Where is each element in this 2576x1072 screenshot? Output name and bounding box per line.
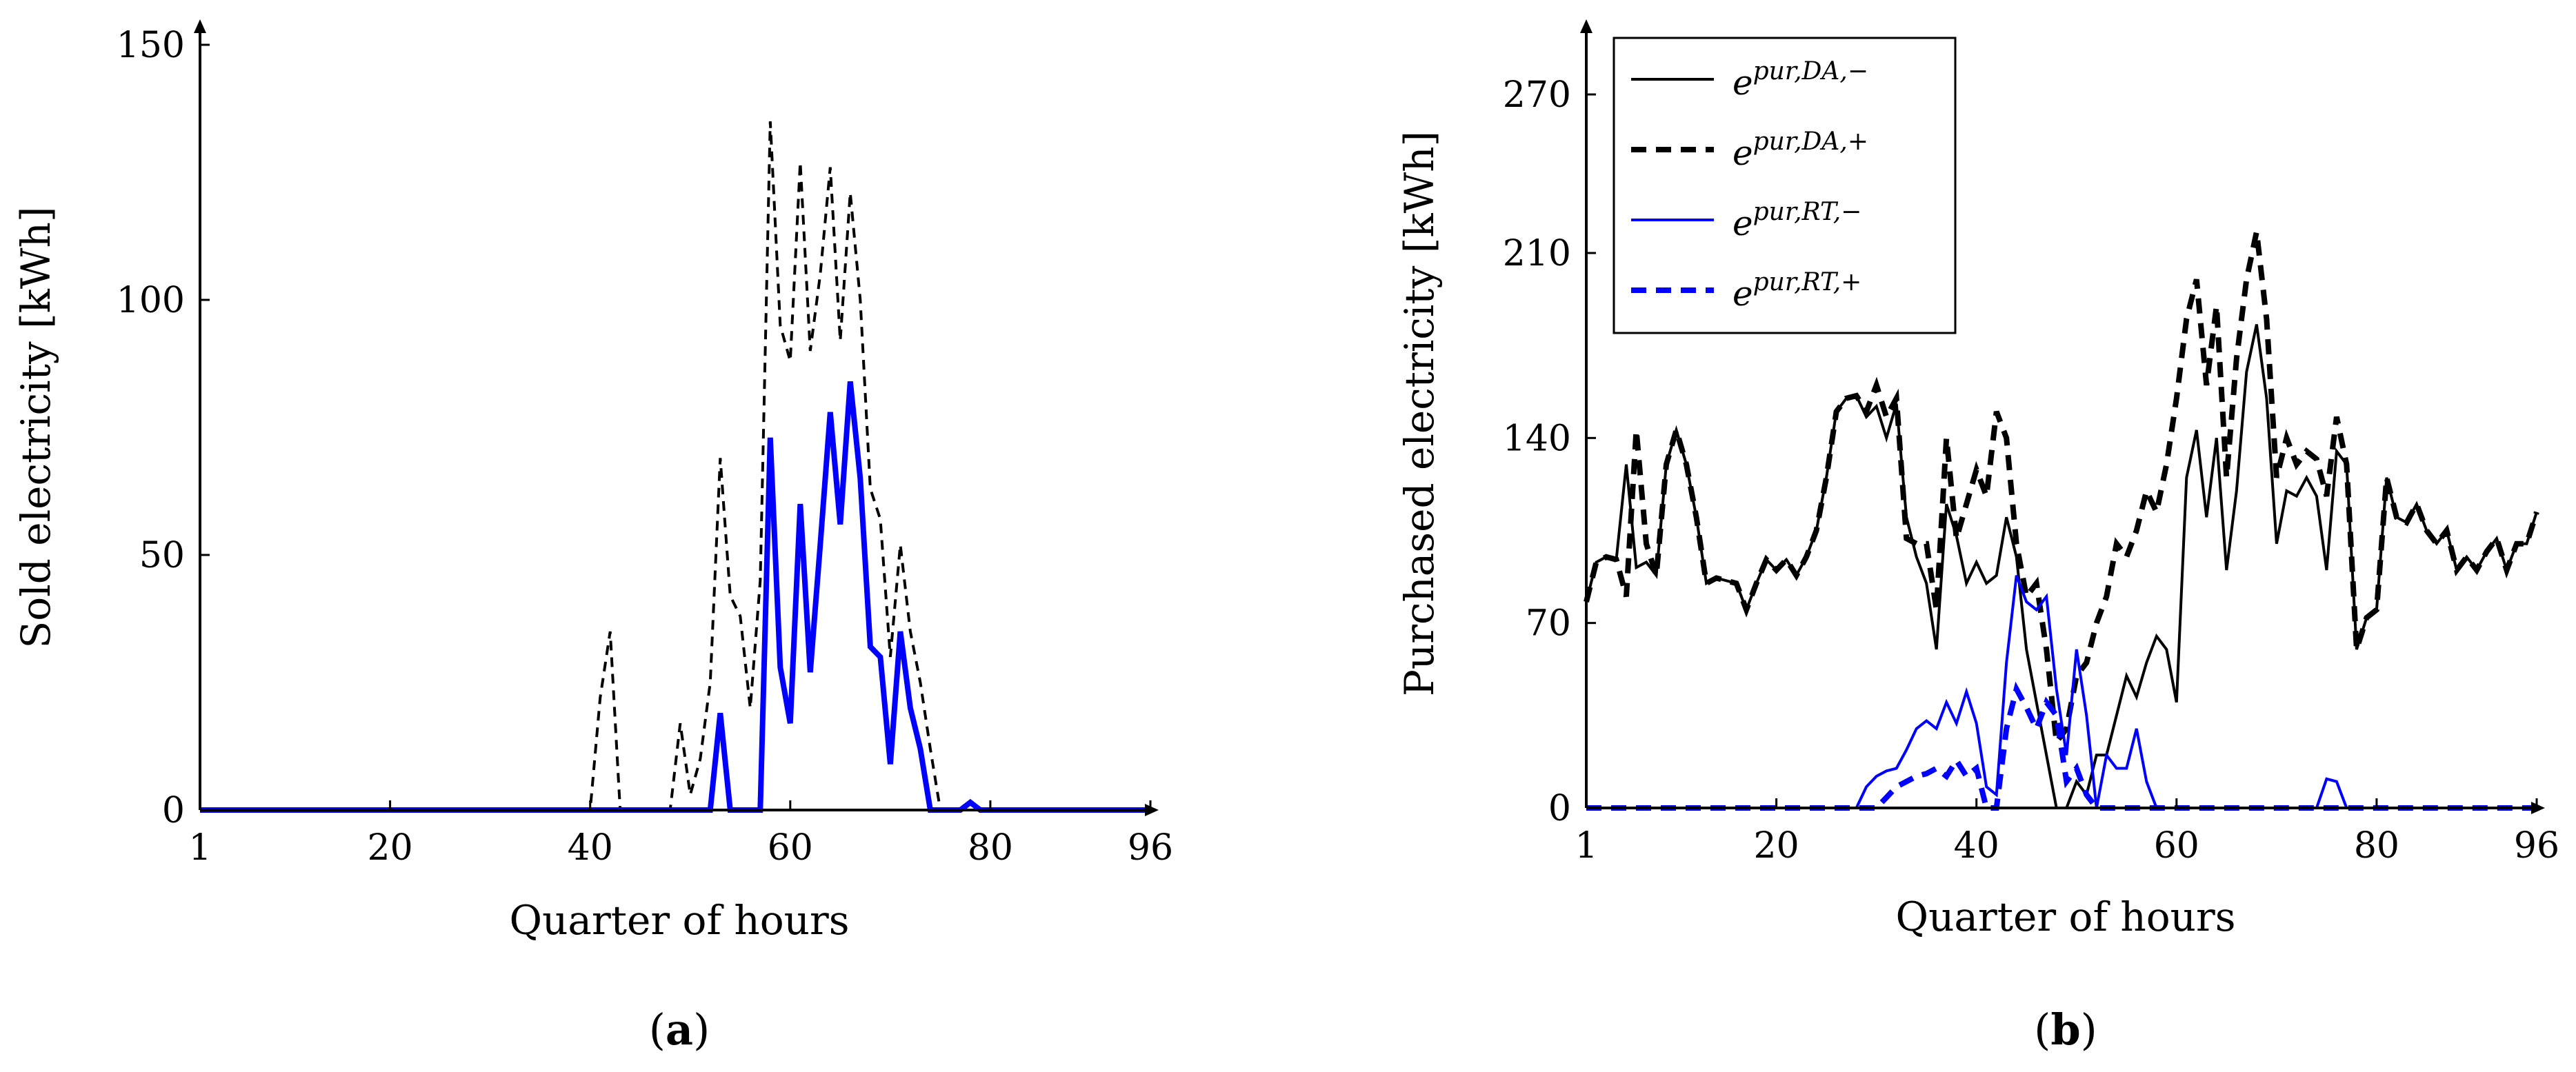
panel-b-x-tick-label: 1 bbox=[1575, 825, 1597, 867]
panel-a-x-tick-label: 96 bbox=[1128, 827, 1173, 869]
panel-a-y-label: Sold electricity [kWh] bbox=[12, 207, 59, 649]
panel-b-x-tick-label: 60 bbox=[2154, 825, 2199, 867]
panel-b-caption: (b) bbox=[2034, 1004, 2097, 1055]
panel-a-ticks: 1 20 40 60 80 96 0 50 100 150 bbox=[117, 25, 1173, 869]
panel-b-y-label: Purchased electricity [kWh] bbox=[1396, 131, 1443, 696]
panel-b-series-e_pur_RT_plus bbox=[1586, 681, 2537, 811]
panel-b-legend: epur,DA,− epur,DA,+ epur,RT,− epur,RT,+ bbox=[1613, 37, 1957, 334]
panel-b-y-tick-label: 70 bbox=[1526, 603, 1571, 645]
legend-box bbox=[1613, 37, 1957, 334]
panel-b-x-tick-label: 80 bbox=[2354, 825, 2399, 867]
panel-b-ticks: 1 20 40 60 80 96 0 70 140 210 270 bbox=[1503, 74, 2559, 867]
legend-label: epur,DA,− bbox=[1733, 57, 1868, 103]
panel-a-x-tick-label: 80 bbox=[968, 827, 1013, 869]
panel-b-x-tick-label: 96 bbox=[2514, 825, 2559, 867]
panel-a-caption: (a) bbox=[649, 1004, 710, 1055]
panel-b-y-axis-arrow bbox=[1580, 19, 1592, 33]
panel-a-y-tick-label: 50 bbox=[139, 535, 185, 576]
panel-a-x-tick-label: 20 bbox=[368, 827, 413, 869]
chart-panel-a: 1 20 40 60 80 96 0 50 100 150 Quarter of hours So… bbox=[12, 19, 1173, 1055]
panel-b-caption-letter: b bbox=[2050, 1004, 2080, 1055]
panel-a-x-tick-label: 1 bbox=[188, 827, 211, 869]
panel-b-series-e_pur_RT_minus bbox=[1586, 574, 2537, 809]
panel-b-y-tick-label: 0 bbox=[1548, 788, 1571, 829]
panel-a-series-dashed-black bbox=[200, 121, 1150, 811]
panel-b-x-tick-label: 20 bbox=[1754, 825, 1799, 867]
panel-a-y-axis-arrow bbox=[194, 19, 206, 33]
legend-entries: epur,DA,− epur,DA,+ epur,RT,− epur,RT,+ bbox=[1631, 57, 1868, 314]
panel-a-x-axis-arrow bbox=[1145, 804, 1159, 816]
panel-a-caption-letter: a bbox=[666, 1004, 693, 1055]
panel-b-y-tick-label: 270 bbox=[1503, 74, 1571, 116]
panel-a-y-tick-label: 0 bbox=[162, 790, 185, 831]
panel-b-x-axis-arrow bbox=[2531, 802, 2545, 814]
panel-b-y-tick-label: 210 bbox=[1503, 233, 1571, 274]
panel-b-y-tick-label: 140 bbox=[1503, 418, 1571, 459]
legend-label: epur,RT,+ bbox=[1733, 268, 1861, 314]
panel-a-y-tick-label: 100 bbox=[117, 280, 185, 321]
panel-a-x-tick-label: 60 bbox=[768, 827, 813, 869]
panel-b-x-label: Quarter of hours bbox=[1896, 893, 2236, 940]
panel-a-series-solid-blue bbox=[200, 381, 1150, 813]
panel-a-series-group bbox=[200, 121, 1150, 813]
panel-b-x-tick-label: 40 bbox=[1954, 825, 1999, 867]
chart-panel-b: 1 20 40 60 80 96 0 70 140 210 270 Quarter of hours… bbox=[1396, 19, 2559, 1055]
legend-label: epur,DA,+ bbox=[1733, 128, 1868, 173]
panel-a-x-label: Quarter of hours bbox=[510, 897, 850, 944]
legend-label: epur,RT,− bbox=[1733, 198, 1861, 243]
panel-a-y-tick-label: 150 bbox=[117, 25, 185, 66]
panel-a-x-tick-label: 40 bbox=[568, 827, 613, 869]
